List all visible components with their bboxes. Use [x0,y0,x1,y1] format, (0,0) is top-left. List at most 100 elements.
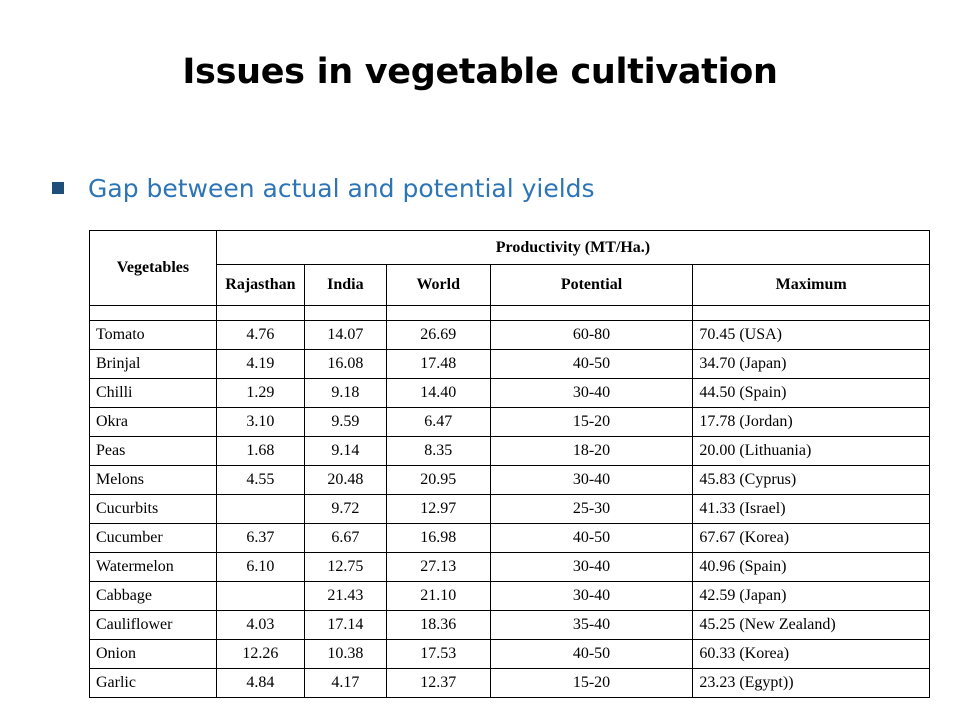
cell-world: 12.37 [385,668,491,698]
cell-india: 9.72 [303,494,387,524]
cell-india: 17.14 [303,610,387,640]
cell-maximum: 34.70 (Japan) [692,349,930,379]
cell-potential: 30-40 [489,465,694,495]
cell-rajasthan: 6.37 [215,523,305,553]
spacer-row [89,305,930,321]
cell-maximum: 45.83 (Cyprus) [692,465,930,495]
cell-world: 17.48 [385,349,491,379]
cell-world: 8.35 [385,436,491,466]
header-potential: Potential [489,264,694,306]
table-header-row: Vegetables Productivity (MT/Ha.) [89,230,931,306]
cell-potential: 40-50 [489,523,694,553]
cell-rajasthan: 4.19 [215,349,305,379]
bullet-text: Gap between actual and potential yields [88,173,595,203]
cell-potential: 40-50 [489,639,694,669]
table-row: Cucumber 6.37 6.67 16.98 40-50 67.67 (Ko… [89,523,930,553]
table-row: Garlic 4.84 4.17 12.37 15-20 23.23 (Egyp… [89,668,930,698]
cell-rajasthan: 4.84 [215,668,305,698]
header-india: India [303,264,387,306]
yields-table: Vegetables Productivity (MT/Ha.) Rajasth… [89,230,931,698]
cell-maximum: 44.50 (Spain) [692,378,930,408]
cell-rajasthan: 4.03 [215,610,305,640]
cell-world: 17.53 [385,639,491,669]
cell-maximum: 20.00 (Lithuania) [692,436,930,466]
square-bullet-icon [52,182,64,194]
cell-maximum: 40.96 (Spain) [692,552,930,582]
table-row: Cabbage 21.43 21.10 30-40 42.59 (Japan) [89,581,930,611]
cell-world: 16.98 [385,523,491,553]
cell-vegetable: Chilli [89,378,217,408]
cell-vegetable: Brinjal [89,349,217,379]
cell-world: 26.69 [385,320,491,350]
cell-potential: 15-20 [489,407,694,437]
table-row: Onion 12.26 10.38 17.53 40-50 60.33 (Kor… [89,639,930,669]
cell-maximum: 41.33 (Israel) [692,494,930,524]
header-world: World [385,264,491,306]
table-row: Brinjal 4.19 16.08 17.48 40-50 34.70 (Ja… [89,349,930,379]
cell-maximum: 60.33 (Korea) [692,639,930,669]
cell-rajasthan: 4.55 [215,465,305,495]
cell-rajasthan: 4.76 [215,320,305,350]
table-row: Tomato 4.76 14.07 26.69 60-80 70.45 (USA… [89,320,930,350]
cell-world: 27.13 [385,552,491,582]
cell-india: 12.75 [303,552,387,582]
cell-maximum: 17.78 (Jordan) [692,407,930,437]
cell-india: 10.38 [303,639,387,669]
cell-potential: 30-40 [489,581,694,611]
cell-world: 12.97 [385,494,491,524]
cell-vegetable: Melons [89,465,217,495]
cell-world: 14.40 [385,378,491,408]
cell-india: 4.17 [303,668,387,698]
table-row: Cucurbits 9.72 12.97 25-30 41.33 (Israel… [89,494,930,524]
cell-india: 21.43 [303,581,387,611]
cell-vegetable: Cauliflower [89,610,217,640]
cell-maximum: 42.59 (Japan) [692,581,930,611]
table-row: Melons 4.55 20.48 20.95 30-40 45.83 (Cyp… [89,465,930,495]
cell-rajasthan: 1.68 [215,436,305,466]
cell-world: 20.95 [385,465,491,495]
cell-potential: 30-40 [489,378,694,408]
table-row: Okra 3.10 9.59 6.47 15-20 17.78 (Jordan) [89,407,930,437]
header-rajasthan: Rajasthan [215,264,305,306]
cell-vegetable: Peas [89,436,217,466]
cell-world: 21.10 [385,581,491,611]
cell-vegetable: Cabbage [89,581,217,611]
cell-maximum: 23.23 (Egypt)) [692,668,930,698]
cell-rajasthan: 12.26 [215,639,305,669]
table-row: Watermelon 6.10 12.75 27.13 30-40 40.96 … [89,552,930,582]
cell-india: 9.18 [303,378,387,408]
cell-potential: 40-50 [489,349,694,379]
bullet-point: Gap between actual and potential yields [52,170,595,206]
cell-maximum: 45.25 (New Zealand) [692,610,930,640]
cell-india: 9.14 [303,436,387,466]
cell-rajasthan [215,581,305,611]
cell-potential: 18-20 [489,436,694,466]
table-row: Chilli 1.29 9.18 14.40 30-40 44.50 (Spai… [89,378,930,408]
cell-india: 9.59 [303,407,387,437]
cell-potential: 15-20 [489,668,694,698]
cell-potential: 60-80 [489,320,694,350]
cell-vegetable: Watermelon [89,552,217,582]
cell-rajasthan: 3.10 [215,407,305,437]
cell-potential: 25-30 [489,494,694,524]
cell-vegetable: Cucurbits [89,494,217,524]
cell-vegetable: Cucumber [89,523,217,553]
cell-vegetable: Tomato [89,320,217,350]
slide-title: Issues in vegetable cultivation [182,52,778,92]
cell-india: 16.08 [303,349,387,379]
cell-maximum: 70.45 (USA) [692,320,930,350]
table-row: Cauliflower 4.03 17.14 18.36 35-40 45.25… [89,610,930,640]
cell-world: 6.47 [385,407,491,437]
cell-potential: 30-40 [489,552,694,582]
cell-india: 14.07 [303,320,387,350]
header-vegetables: Vegetables [89,230,217,306]
cell-india: 20.48 [303,465,387,495]
cell-world: 18.36 [385,610,491,640]
cell-rajasthan: 6.10 [215,552,305,582]
header-maximum: Maximum [692,264,930,306]
cell-vegetable: Onion [89,639,217,669]
cell-vegetable: Okra [89,407,217,437]
cell-rajasthan: 1.29 [215,378,305,408]
table-subheader-row: Rajasthan India World Potential Maximum [90,264,930,306]
